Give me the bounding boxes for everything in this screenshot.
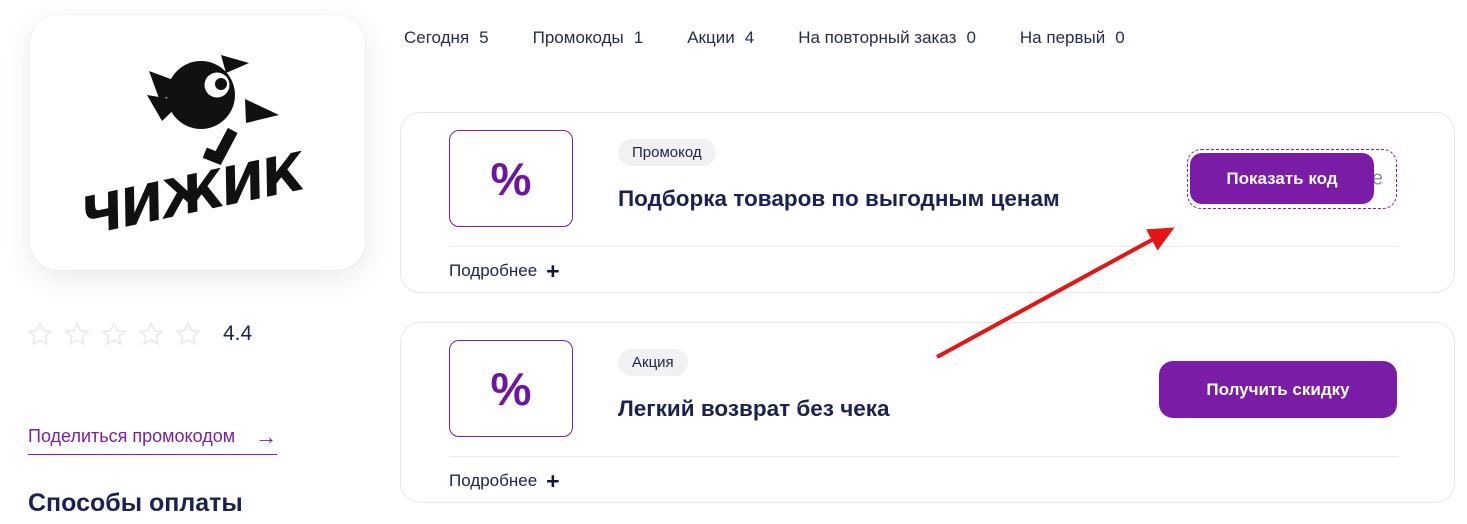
details-toggle[interactable]: Подробнее + xyxy=(449,258,560,284)
tab-count: 4 xyxy=(744,28,755,47)
svg-text:ЧИЖИК: ЧИЖИК xyxy=(75,141,312,242)
tab-repeat-order[interactable]: На повторный заказ 0 xyxy=(798,28,976,48)
card-divider xyxy=(449,456,1399,457)
tab-label: Акции xyxy=(687,28,735,47)
star-icon xyxy=(26,320,54,348)
details-label: Подробнее xyxy=(449,471,538,490)
percent-glyph: % xyxy=(490,152,532,205)
card-divider xyxy=(449,246,1399,247)
offer-filter-tabs: Сегодня 5 Промокоды 1 Акции 4 На повторн… xyxy=(404,28,1125,48)
plus-icon: + xyxy=(546,468,560,494)
tab-promocodes[interactable]: Промокоды 1 xyxy=(533,28,644,48)
promo-code-pill: те Показать код xyxy=(1187,149,1397,209)
percent-icon: % xyxy=(449,340,573,437)
tab-today[interactable]: Сегодня 5 xyxy=(404,28,489,48)
offer-type-badge: Промокод xyxy=(618,139,716,166)
store-logo-card: ЧИЖИК xyxy=(30,15,365,270)
tab-label: На первый xyxy=(1019,28,1106,47)
star-icon xyxy=(137,320,165,348)
tab-label: На повторный заказ xyxy=(798,28,957,47)
share-promocode-link[interactable]: Поделиться промокодом → xyxy=(28,423,278,455)
percent-glyph: % xyxy=(490,362,532,415)
star-icon xyxy=(100,320,128,348)
star-icon xyxy=(174,320,202,348)
offer-type-badge: Акция xyxy=(618,349,688,376)
get-discount-button[interactable]: Получить скидку xyxy=(1159,361,1397,418)
store-rating: 4.4 xyxy=(26,320,252,348)
tab-count: 0 xyxy=(1115,28,1125,47)
tab-first-order[interactable]: На первый 0 xyxy=(1020,28,1125,48)
plus-icon: + xyxy=(546,258,560,284)
tab-label: Сегодня xyxy=(404,28,470,47)
details-toggle[interactable]: Подробнее + xyxy=(449,468,560,494)
show-code-button[interactable]: Показать код xyxy=(1190,153,1374,204)
star-icon xyxy=(63,320,91,348)
right-arrow-icon: → xyxy=(255,423,278,449)
percent-icon: % xyxy=(449,130,573,227)
rating-value: 4.4 xyxy=(223,322,253,345)
tab-deals[interactable]: Акции 4 xyxy=(687,28,754,48)
tab-count: 1 xyxy=(633,28,644,47)
chizhik-logo: ЧИЖИК xyxy=(75,54,312,243)
tab-label: Промокоды xyxy=(532,28,624,47)
tab-count: 0 xyxy=(966,28,976,47)
offer-card-promocode: % Промокод Подборка товаров по выгодным … xyxy=(400,112,1455,293)
details-label: Подробнее xyxy=(449,261,538,280)
payment-methods-heading: Способы оплаты xyxy=(28,489,243,517)
offer-title: Легкий возврат без чека xyxy=(618,396,890,421)
tab-count: 5 xyxy=(479,28,489,47)
offer-title: Подборка товаров по выгодным ценам xyxy=(618,186,1060,211)
share-promocode-label: Поделиться промокодом xyxy=(28,426,236,446)
offer-card-deal: % Акция Легкий возврат без чека Получить… xyxy=(400,322,1455,503)
